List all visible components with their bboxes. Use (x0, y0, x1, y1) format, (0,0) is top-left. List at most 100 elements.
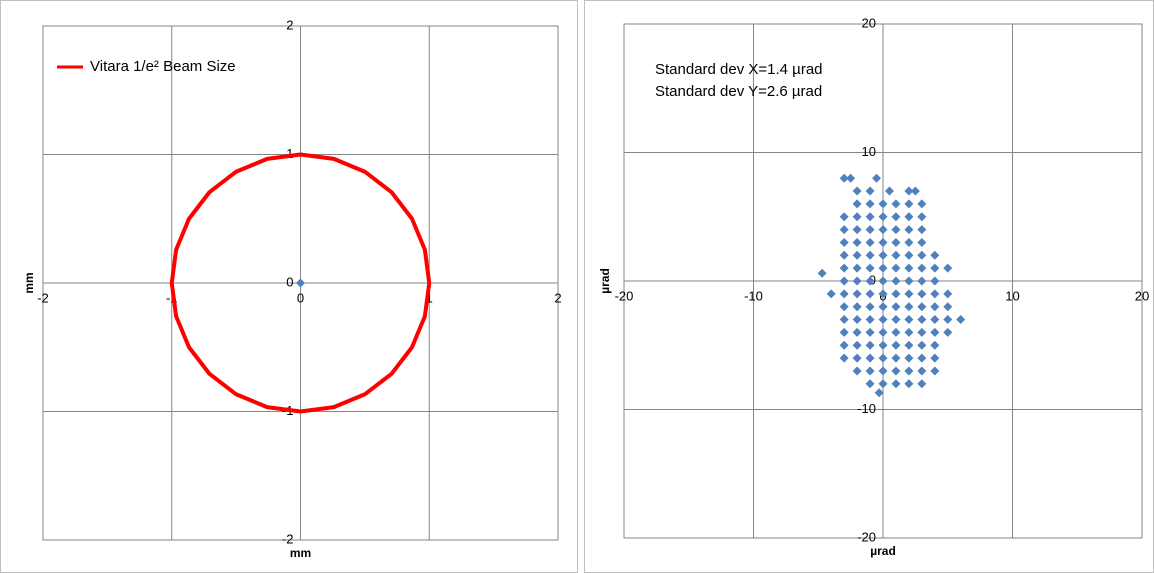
x-tick-label: 2 (554, 290, 561, 305)
point (891, 302, 901, 312)
point (878, 315, 888, 325)
point (943, 289, 953, 299)
point (878, 340, 888, 350)
point (904, 289, 914, 299)
point (891, 276, 901, 286)
point (872, 173, 882, 183)
legend-label: Vitara 1/e² Beam Size (90, 58, 236, 75)
point (956, 315, 966, 325)
point (891, 327, 901, 337)
y-tick-label: 0 (286, 274, 293, 289)
point (865, 327, 875, 337)
point (878, 212, 888, 222)
y-axis-label: mm (22, 272, 36, 293)
point (904, 353, 914, 363)
point (839, 302, 849, 312)
point (852, 199, 862, 209)
point (817, 268, 827, 278)
point (917, 199, 927, 209)
point (878, 199, 888, 209)
y-axis-label: µrad (598, 268, 612, 294)
point (904, 237, 914, 247)
point (878, 276, 888, 286)
point (891, 263, 901, 273)
x-tick-label: -20 (615, 288, 634, 303)
point (852, 237, 862, 247)
point (917, 340, 927, 350)
point (930, 250, 940, 260)
point (943, 315, 953, 325)
y-tick-label: 10 (862, 144, 876, 159)
point (865, 289, 875, 299)
x-axis-label: µrad (870, 544, 896, 558)
point (852, 212, 862, 222)
point (904, 366, 914, 376)
x-tick-label: 20 (1135, 288, 1149, 303)
point (917, 289, 927, 299)
point (865, 199, 875, 209)
point (891, 237, 901, 247)
x-axis-label: mm (290, 546, 311, 560)
point (891, 212, 901, 222)
point (917, 237, 927, 247)
point (878, 263, 888, 273)
point (917, 250, 927, 260)
point (904, 327, 914, 337)
point (839, 225, 849, 235)
point (878, 237, 888, 247)
point (878, 327, 888, 337)
x-tick-label: -10 (744, 288, 763, 303)
point (891, 366, 901, 376)
y-tick-label: -10 (857, 401, 876, 416)
point (839, 250, 849, 260)
point (852, 250, 862, 260)
point (891, 353, 901, 363)
y-tick-label: 1 (286, 146, 293, 161)
point (839, 340, 849, 350)
point (930, 327, 940, 337)
point (910, 186, 920, 196)
point (296, 278, 305, 288)
point (891, 289, 901, 299)
point (852, 276, 862, 286)
y-tick-label: 2 (286, 17, 293, 32)
point (904, 379, 914, 389)
point (878, 366, 888, 376)
x-tick-label: -2 (37, 290, 49, 305)
point (852, 263, 862, 273)
beam-circle (169, 152, 432, 414)
point (884, 186, 894, 196)
point (839, 263, 849, 273)
point (839, 237, 849, 247)
point (943, 302, 953, 312)
point (917, 366, 927, 376)
point (891, 225, 901, 235)
point (865, 340, 875, 350)
point (904, 225, 914, 235)
point (904, 250, 914, 260)
point (917, 263, 927, 273)
point (891, 199, 901, 209)
point (917, 276, 927, 286)
point (930, 366, 940, 376)
annotation: Standard dev X=1.4 µrad (655, 61, 823, 78)
point (839, 289, 849, 299)
point (865, 186, 875, 196)
point (852, 315, 862, 325)
point (865, 237, 875, 247)
point (839, 353, 849, 363)
point (904, 276, 914, 286)
annotation: Standard dev Y=2.6 µrad (655, 83, 822, 100)
point (891, 379, 901, 389)
point (917, 225, 927, 235)
point (852, 353, 862, 363)
point (878, 289, 888, 299)
point (865, 263, 875, 273)
point (891, 315, 901, 325)
point (852, 186, 862, 196)
y-tick-label: -2 (282, 531, 294, 546)
point (904, 263, 914, 273)
point (852, 302, 862, 312)
